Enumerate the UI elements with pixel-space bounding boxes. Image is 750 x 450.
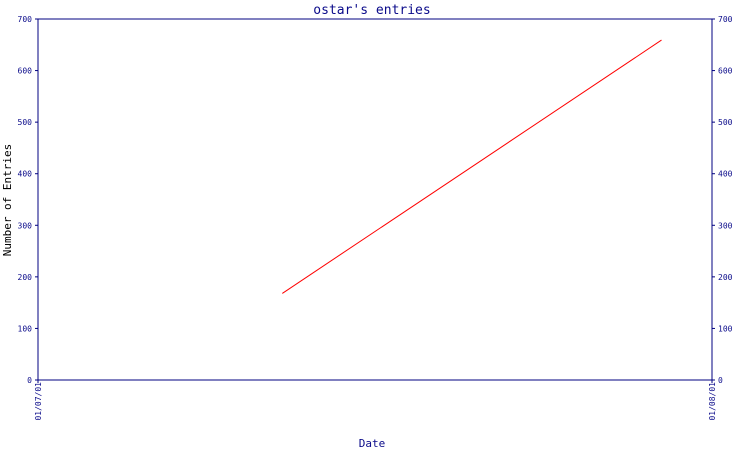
y-left-tick-label: 400 — [18, 170, 33, 179]
y-right-tick-label: 0 — [718, 376, 723, 385]
y-left-tick-label: 300 — [18, 221, 33, 230]
y-axis-left: 0 100 200 300 400 500 600 700 — [18, 15, 38, 385]
y-left-tick-label: 100 — [18, 324, 33, 333]
series-layer — [282, 39, 662, 294]
y-left-tick-label: 500 — [18, 118, 33, 127]
x-axis-label: Date — [359, 437, 386, 450]
y-right-tick-label: 500 — [718, 118, 733, 127]
y-axis-right: 0 100 200 300 400 500 600 700 — [712, 15, 733, 385]
x-tick-label: 01/08/01 — [708, 382, 717, 421]
y-left-tick-label: 700 — [18, 15, 33, 24]
y-left-tick-label: 600 — [18, 67, 33, 76]
y-right-tick-label: 400 — [718, 170, 733, 179]
x-axis: 01/07/01 01/08/01 — [34, 380, 717, 421]
y-left-tick-label: 200 — [18, 273, 33, 282]
y-right-tick-label: 100 — [718, 324, 733, 333]
y-right-tick-label: 600 — [718, 67, 733, 76]
y-right-tick-label: 200 — [718, 273, 733, 282]
plot-area — [37, 18, 713, 381]
chart-title: ostar's entries — [313, 3, 430, 18]
y-left-tick-label: 0 — [27, 376, 32, 385]
y-axis-label: Number of Entries — [1, 144, 14, 257]
x-tick-label: 01/07/01 — [34, 382, 43, 421]
series-line — [282, 39, 662, 294]
y-right-tick-label: 700 — [718, 15, 733, 24]
y-right-tick-label: 300 — [718, 221, 733, 230]
